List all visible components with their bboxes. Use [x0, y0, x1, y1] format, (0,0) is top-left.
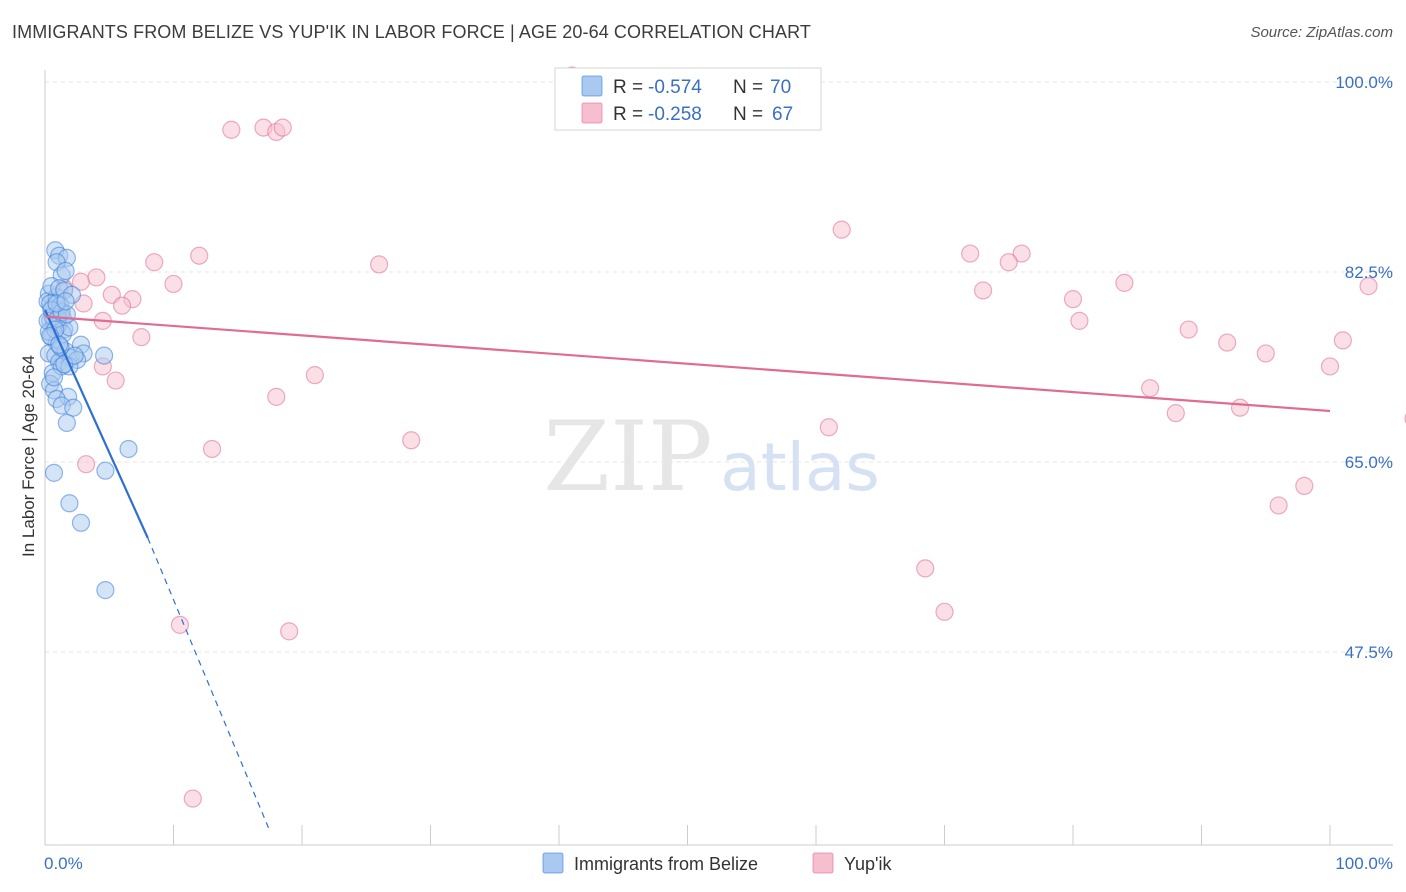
- y-tick-label-0: 47.5%: [1345, 643, 1393, 662]
- yupik-point-3: [273, 118, 292, 137]
- belize-trend-line: [43, 309, 149, 539]
- yupik-point-44: [1320, 357, 1340, 376]
- belize-point-27: [57, 413, 76, 433]
- yupik-point-17: [370, 255, 389, 274]
- y-axis-title: In Labor Force | Age 20-64: [19, 355, 38, 557]
- y-tick-labels: 47.5% 65.0% 82.5% 100.0%: [1335, 73, 1393, 662]
- legend-r-value-2: -0.258: [648, 104, 702, 125]
- yupik-point-0: [222, 120, 241, 139]
- yupik-point-43: [1230, 398, 1250, 417]
- yupik-point-22: [1063, 290, 1083, 309]
- yupik-point-37: [202, 439, 222, 459]
- x-tick-label-max: 100.0%: [1335, 854, 1393, 873]
- legend-n-value-2: 67: [772, 104, 793, 125]
- yupik-point-30: [1359, 277, 1378, 296]
- x-tick-label-min: 0.0%: [44, 854, 83, 873]
- axes: [44, 70, 1393, 846]
- yupik-point-41: [1140, 379, 1160, 398]
- belize-point-45: [44, 463, 64, 482]
- legend-r-label-2: R =: [613, 104, 643, 125]
- yupik-point-64: [170, 615, 190, 634]
- legend-n-value-1: 70: [770, 77, 791, 98]
- bottom-legend-label-yupik: Yup'ik: [844, 854, 892, 874]
- yupik-point-20: [112, 296, 132, 315]
- belize-trend-extension: [147, 537, 271, 832]
- source-credit: Source: ZipAtlas.com: [1250, 24, 1393, 41]
- gridlines: [45, 81, 1393, 653]
- yupik-point-38: [77, 455, 96, 474]
- bottom-legend-label-belize: Immigrants from Belize: [574, 854, 758, 874]
- yupik-point-55: [1295, 476, 1314, 495]
- yupik-point-21: [132, 328, 151, 347]
- y-tick-label-2: 82.5%: [1345, 263, 1393, 282]
- yupik-point-7: [961, 244, 980, 263]
- belize-point-49: [119, 439, 138, 459]
- yupik-point-16: [164, 274, 183, 294]
- yupik-point-39: [402, 431, 421, 450]
- yupik-point-14: [145, 253, 164, 272]
- belize-point-41: [95, 346, 114, 365]
- belize-points: [38, 241, 138, 600]
- bottom-legend-swatch-blue: [542, 852, 564, 874]
- yupik-points: [55, 66, 1406, 808]
- belize-point-64: [44, 368, 64, 387]
- yupik-point-15: [190, 246, 209, 265]
- yupik-point-6: [1012, 244, 1031, 263]
- yupik-point-8: [999, 253, 1018, 272]
- belize-point-33: [56, 261, 75, 281]
- stats-legend: R = -0.574 N = 70 R = -0.258 N = 67: [554, 67, 822, 131]
- legend-swatch-pink: [581, 102, 603, 124]
- belize-point-47: [71, 513, 91, 532]
- yupik-point-35: [267, 387, 286, 406]
- series-legend: Immigrants from Belize Yup'ik: [542, 852, 892, 874]
- watermark-atlas: atlas: [720, 429, 880, 506]
- yupik-point-40: [819, 418, 838, 437]
- y-tick-label-1: 65.0%: [1345, 453, 1393, 472]
- legend-n-label-2: N =: [733, 104, 763, 125]
- belize-point-46: [60, 494, 79, 513]
- yupik-point-42: [1166, 404, 1185, 423]
- belize-point-69: [56, 292, 75, 311]
- yupik-point-66: [183, 789, 202, 808]
- belize-point-50: [96, 581, 115, 600]
- yupik-point-28: [1256, 344, 1275, 363]
- yupik-point-56: [1269, 496, 1288, 515]
- yupik-point-34: [106, 371, 125, 390]
- y-tick-label-3: 100.0%: [1335, 73, 1393, 92]
- bottom-legend-swatch-pink: [812, 852, 834, 874]
- yupik-point-25: [973, 281, 993, 300]
- legend-r-value-1: -0.574: [648, 77, 702, 98]
- watermark-zip: ZIP: [543, 401, 712, 513]
- yupik-point-11: [87, 268, 106, 287]
- yupik-point-65: [280, 622, 299, 641]
- yupik-point-24: [1179, 320, 1198, 339]
- watermark: ZIP atlas: [543, 401, 879, 513]
- yupik-point-29: [1333, 331, 1352, 350]
- yupik-trend-line: [44, 315, 1331, 413]
- yupik-point-62: [916, 559, 935, 578]
- yupik-point-63: [935, 602, 954, 621]
- yupik-point-23: [1115, 273, 1134, 292]
- legend-swatch-blue: [581, 75, 603, 97]
- yupik-point-26: [1070, 311, 1089, 330]
- chart-title: IMMIGRANTS FROM BELIZE VS YUP'IK IN LABO…: [12, 22, 811, 42]
- yupik-point-27: [1218, 333, 1237, 352]
- trend-lines: [43, 309, 1331, 832]
- yupik-point-5: [832, 220, 851, 239]
- yupik-point-36: [305, 366, 324, 385]
- legend-n-label-1: N =: [733, 77, 763, 98]
- belize-point-48: [96, 461, 115, 480]
- legend-r-label-1: R =: [613, 77, 643, 98]
- belize-point-26: [64, 398, 83, 417]
